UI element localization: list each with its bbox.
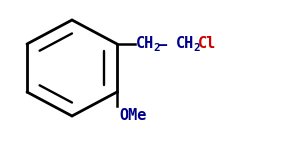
Text: Cl: Cl xyxy=(198,37,216,51)
Text: —: — xyxy=(158,37,167,51)
Text: OMe: OMe xyxy=(119,108,146,123)
Text: CH: CH xyxy=(176,37,194,51)
Text: 2: 2 xyxy=(193,43,200,53)
Text: CH: CH xyxy=(136,37,154,51)
Text: 2: 2 xyxy=(153,43,160,53)
